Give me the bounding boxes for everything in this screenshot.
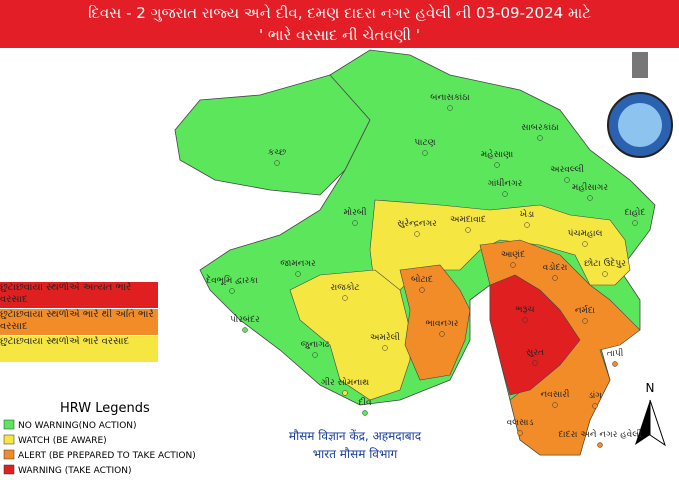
district-marker (592, 403, 598, 409)
district-label: ભાવનગર (426, 319, 459, 329)
district-marker (612, 361, 618, 367)
district-label: આણંદ (501, 249, 525, 260)
legend-swatch (3, 449, 15, 460)
district-label: ગીર સોમનાથ (321, 376, 369, 388)
district-label: પંચમહાલ (568, 228, 603, 239)
district-label: ખેડા (520, 208, 535, 220)
district-marker (587, 195, 593, 201)
warning-legend-item: છુટાછવાયા સ્થળોએ ભારે થી અતિ ભારે વરસાદ (0, 309, 158, 335)
district-label: નવસારી (540, 389, 569, 400)
district-label: ભરૂચ (515, 305, 534, 315)
district-marker (295, 271, 301, 277)
legend-swatch (3, 419, 15, 430)
footer-line: मौसम विज्ञान केंद्र, अहमदाबाद (289, 429, 422, 443)
district-label: જુનાગઢ (301, 340, 330, 350)
legend-label: WATCH (BE AWARE) (18, 436, 107, 446)
district-label: છોટા ઉદેપુર (584, 257, 626, 269)
district-marker (524, 222, 530, 228)
district-marker (274, 160, 280, 166)
district-marker (602, 271, 608, 277)
legend-label: NO WARNING(NO ACTION) (18, 421, 137, 431)
district-label: ડાંગ (588, 390, 602, 401)
legend-swatch (3, 434, 15, 445)
district-marker (242, 327, 248, 333)
district-marker (414, 231, 420, 237)
district-marker (382, 345, 388, 351)
district-label: વલસાડ (507, 418, 534, 428)
district-label: અમદાવાદ (450, 215, 486, 225)
district-marker (564, 177, 570, 183)
district-label: અરવલ્લી (550, 164, 584, 175)
district-label: પાટણ (414, 138, 435, 148)
district-marker (342, 390, 348, 396)
district-label: રાજકોટ (330, 281, 359, 293)
district-label: તાપી (607, 348, 624, 359)
district-label: સુરત (526, 348, 544, 358)
district-marker (552, 402, 558, 408)
district-label: જામનગર (280, 259, 316, 269)
header: દિવસ - 2 ગુજરાત રાજ્ય અને દીવ, દમણ દાદરા… (0, 0, 679, 48)
district-marker (517, 430, 523, 436)
district-marker (582, 241, 588, 247)
north-arrow: N (635, 381, 666, 447)
district-marker (510, 262, 516, 268)
district-marker (439, 331, 445, 337)
red-zone (489, 274, 581, 396)
district-label: અમરેલી (370, 331, 400, 343)
district-label: સાબરકાંઠા (521, 122, 558, 133)
legend-label: ALERT (BE PREPARED TO TAKE ACTION) (18, 451, 196, 461)
warning-legend-item: છુટાછવાયા સ્થળોએ ભારે વરસાદ (0, 336, 158, 362)
district-marker (465, 227, 471, 233)
district-label: દેવભૂમિ દ્વારકા (206, 274, 258, 287)
district-marker (494, 162, 500, 168)
district-marker (352, 220, 358, 226)
district-marker (419, 287, 425, 293)
district-label: સુરેન્દ્રનગર (397, 217, 437, 229)
district-marker (229, 288, 235, 294)
warning-legend-item: છુટાછવાયા સ્થળોએ અત્યંત ભારે વરસાદ (0, 282, 158, 308)
header-line: ' ભારે વરસાદ ની ચેતવણી ' (259, 26, 420, 44)
district-marker (342, 295, 348, 301)
legend-label: WARNING (TAKE ACTION) (18, 466, 131, 476)
district-marker (597, 442, 603, 448)
district-marker (537, 135, 543, 141)
header-line: દિવસ - 2 ગુજરાત રાજ્ય અને દીવ, દમણ દાદરા… (88, 4, 591, 22)
district-label: દાહોદ (625, 206, 646, 218)
district-marker (632, 220, 638, 226)
district-marker (522, 317, 528, 323)
legend-swatch (3, 464, 15, 475)
district-marker (447, 105, 453, 111)
district-label: દીવ (358, 397, 372, 408)
district-label: વડોદરા (543, 261, 568, 273)
district-label: દાદરા અને નગર હવેલી (558, 428, 642, 440)
district-label: બનાસકાંઠા (430, 92, 469, 103)
imd-emblem (607, 52, 673, 158)
district-marker (552, 275, 558, 281)
district-marker (422, 150, 428, 156)
district-marker (532, 360, 538, 366)
district-label: ગાંધીનગર (488, 178, 523, 189)
orange-zone (399, 264, 471, 381)
district-marker (362, 410, 368, 416)
district-marker (502, 191, 508, 197)
district-label: પોરબંદર (230, 313, 260, 325)
hrw-legend-title: HRW Legends (60, 401, 150, 416)
compass-label: N (646, 381, 655, 395)
district-label: મહીસાગર (572, 182, 608, 193)
district-label: મોરબી (343, 206, 366, 218)
district-marker (312, 352, 318, 358)
district-label: બોટાદ (411, 273, 433, 285)
district-label: કચ્છ (268, 148, 286, 158)
district-marker (582, 318, 588, 324)
yellow-zone (289, 269, 411, 401)
district-label: મહેસાણા (481, 148, 513, 160)
district-label: નર્મદા (575, 305, 595, 316)
footer-line: भारत मौसम विभाग (313, 447, 398, 461)
